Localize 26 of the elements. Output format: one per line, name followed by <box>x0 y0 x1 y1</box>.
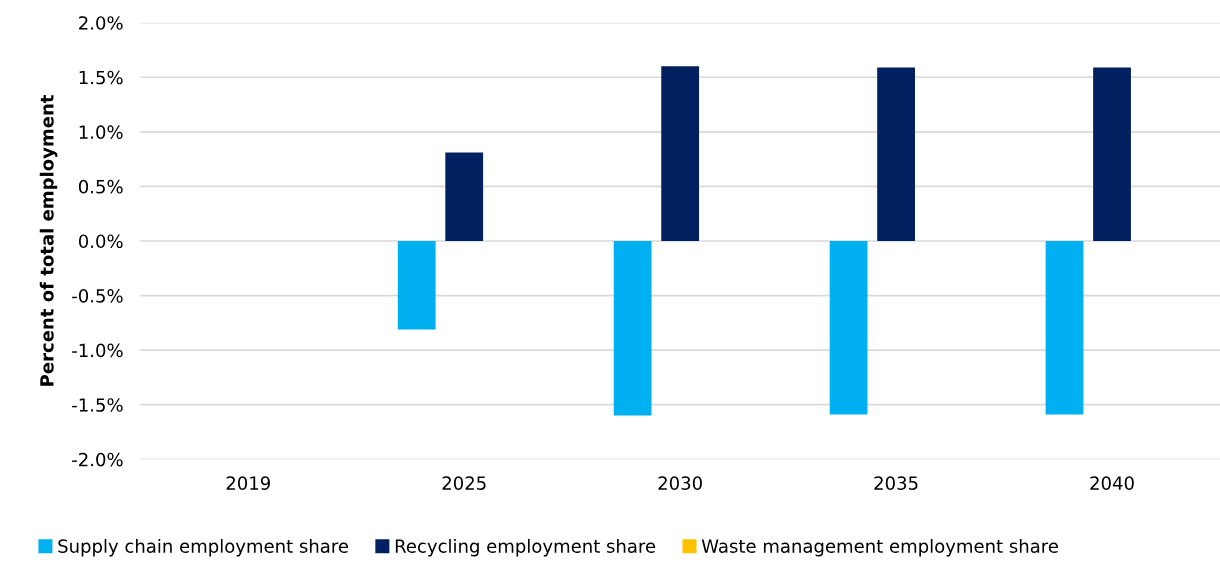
legend-label: Waste management employment share <box>701 538 1058 557</box>
y-tick-label: 0.0% <box>78 234 123 249</box>
bar <box>613 240 652 416</box>
y-tick-label: -2.0% <box>72 452 123 467</box>
bar <box>1093 67 1131 241</box>
bar <box>829 240 868 415</box>
y-tick-label: -0.5% <box>72 289 123 303</box>
bar <box>397 240 436 330</box>
bar <box>661 66 700 241</box>
bar <box>877 67 915 241</box>
y-tick-label: -1.5% <box>72 398 123 412</box>
x-tick-label: 2025 <box>442 476 486 490</box>
bar <box>445 152 484 241</box>
x-tick-label: 2040 <box>1090 476 1134 490</box>
x-tick-label: 2019 <box>226 476 270 490</box>
y-tick-label: -1.0% <box>72 343 123 358</box>
legend-label: Recycling employment share <box>395 538 656 557</box>
x-tick-label: 2035 <box>874 476 918 490</box>
y-tick-label: 1.5% <box>79 70 123 85</box>
y-tick-label: 1.0% <box>79 125 123 139</box>
bar <box>1045 240 1084 415</box>
y-tick-label: 0.5% <box>78 179 123 194</box>
y-tick-label: 2.0% <box>79 16 123 30</box>
legend-label: Supply chain employment share <box>58 538 348 557</box>
x-tick-label: 2030 <box>658 476 702 490</box>
y-axis-title: Percent of total employment <box>39 94 58 386</box>
